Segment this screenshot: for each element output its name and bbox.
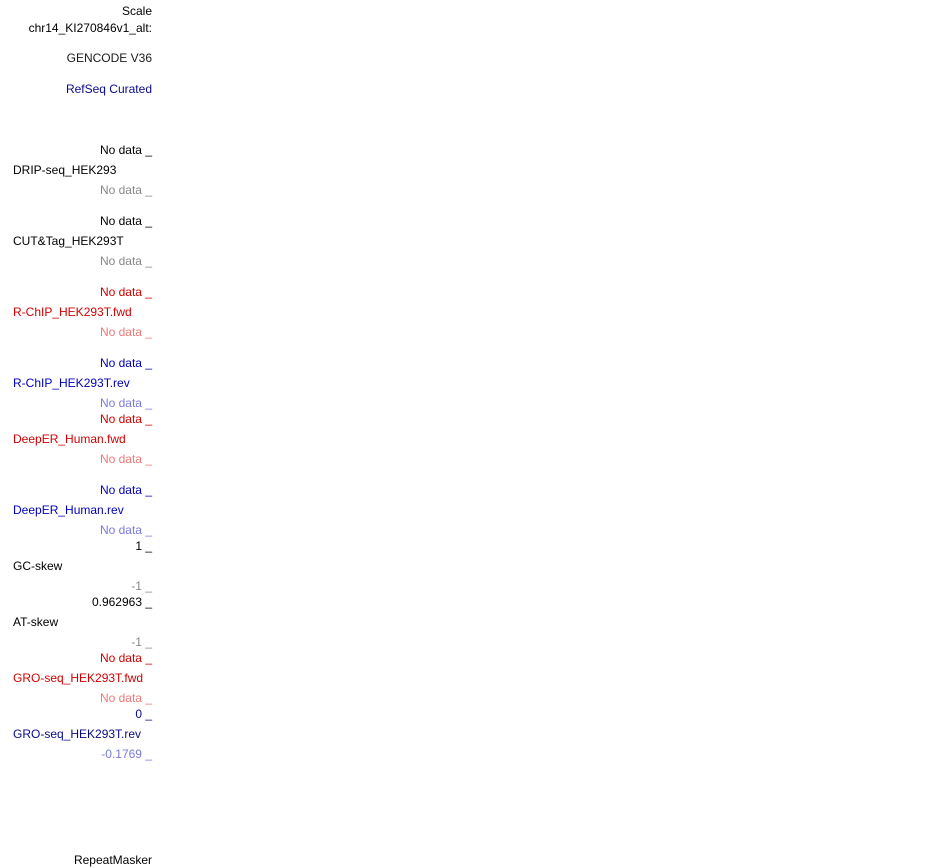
track-label-deeper-rev[interactable]: DeepER_Human.rev <box>13 503 124 517</box>
gro-rev-top-value: 0 _ <box>135 707 152 721</box>
rchip-rev-top-value: No data _ <box>99 356 152 370</box>
drip-seq-top-value: No data _ <box>99 143 152 157</box>
track-label-rchip-rev[interactable]: R-ChIP_HEK293T.rev <box>13 376 130 390</box>
cut-tag-top-value: No data _ <box>99 214 152 228</box>
deeper-rev-bottom-value: No data _ <box>99 523 152 537</box>
track-label-gencode[interactable]: GENCODE V36 <box>66 51 152 65</box>
chrom-label: chr14_KI270846v1_alt: <box>28 21 152 35</box>
gro-rev-bottom-value: -0.1769 _ <box>101 747 152 761</box>
track-label-at-skew[interactable]: AT-skew <box>13 615 59 629</box>
track-label-deeper-fwd[interactable]: DeepER_Human.fwd <box>13 432 126 446</box>
deeper-fwd-bottom-value: No data _ <box>99 452 152 466</box>
scale-label: Scale <box>121 4 152 18</box>
gro-fwd-bottom-value: No data _ <box>99 691 152 705</box>
track-label-gc-skew[interactable]: GC-skew <box>13 559 63 573</box>
at-skew-top-value: 0.962963 _ <box>91 595 152 609</box>
track-label-gro-fwd[interactable]: GRO-seq_HEK293T.fwd <box>13 671 144 685</box>
rchip-fwd-bottom-value: No data _ <box>99 325 152 339</box>
gro-fwd-top-value: No data _ <box>99 651 152 665</box>
at-skew-bottom-value: -1 _ <box>131 635 152 649</box>
track-label-gro-rev[interactable]: GRO-seq_HEK293T.rev <box>13 727 142 741</box>
deeper-fwd-top-value: No data _ <box>99 412 152 426</box>
track-label-drip-seq[interactable]: DRIP-seq_HEK293 <box>13 163 117 177</box>
track-label-rchip-fwd[interactable]: R-ChIP_HEK293T.fwd <box>13 305 132 319</box>
gc-skew-bottom-value: -1 _ <box>131 579 152 593</box>
track-label-refseq[interactable]: RefSeq Curated <box>65 82 152 96</box>
rchip-rev-bottom-value: No data _ <box>99 396 152 410</box>
track-label-cut-tag[interactable]: CUT&Tag_HEK293T <box>13 234 124 248</box>
cut-tag-bottom-value: No data _ <box>99 254 152 268</box>
deeper-rev-top-value: No data _ <box>99 483 152 497</box>
drip-seq-bottom-value: No data _ <box>99 183 152 197</box>
gc-skew-top-value: 1 _ <box>135 539 152 553</box>
rchip-fwd-top-value: No data _ <box>99 285 152 299</box>
track-label-repeatmasker[interactable]: RepeatMasker <box>73 853 152 867</box>
